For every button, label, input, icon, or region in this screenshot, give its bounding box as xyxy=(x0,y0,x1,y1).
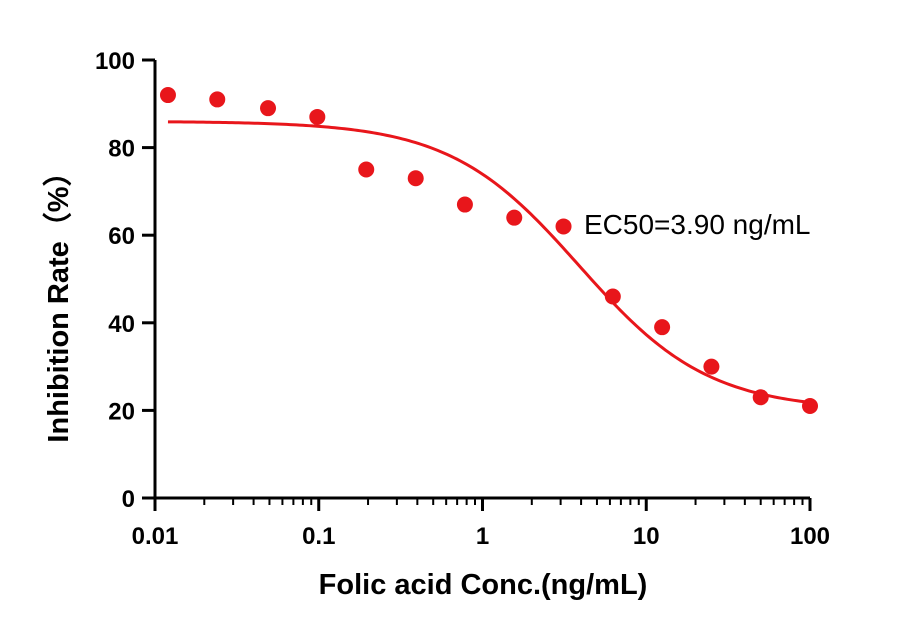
fit-curve xyxy=(167,120,811,404)
y-tick-label: 20 xyxy=(108,398,135,425)
data-point xyxy=(506,209,523,226)
y-tick-label: 100 xyxy=(95,48,135,75)
data-point xyxy=(604,288,621,305)
ec50-annotation: EC50=3.90 ng/mL xyxy=(584,209,811,240)
y-tick-label: 0 xyxy=(122,486,135,513)
y-tick-label: 80 xyxy=(108,136,135,163)
data-point xyxy=(555,218,572,235)
data-point xyxy=(159,87,176,104)
data-point xyxy=(752,389,769,406)
data-point xyxy=(407,170,424,187)
x-tick-label: 0.01 xyxy=(132,523,179,550)
y-tick-label: 60 xyxy=(108,223,135,250)
x-tick-label: 1 xyxy=(476,523,489,550)
data-point xyxy=(309,108,326,125)
x-axis-title: Folic acid Conc.(ng/mL) xyxy=(319,569,648,601)
data-point xyxy=(456,196,473,213)
data-point xyxy=(802,398,818,415)
x-tick-label: 10 xyxy=(633,523,660,550)
data-point xyxy=(654,319,671,336)
x-tick-label: 0.1 xyxy=(302,523,335,550)
x-tick-label: 100 xyxy=(790,523,830,550)
y-tick-label: 40 xyxy=(108,311,135,338)
data-point xyxy=(260,100,277,117)
y-axis-title: Inhibition Rate（%） xyxy=(42,157,75,442)
data-point xyxy=(358,161,375,178)
data-point xyxy=(209,91,226,108)
fit-layer xyxy=(167,120,811,404)
axes: 0 20 40 60 80 100 0.01 0.1 1 10 100 xyxy=(95,48,830,550)
points-layer xyxy=(159,87,818,415)
data-point xyxy=(703,358,720,375)
